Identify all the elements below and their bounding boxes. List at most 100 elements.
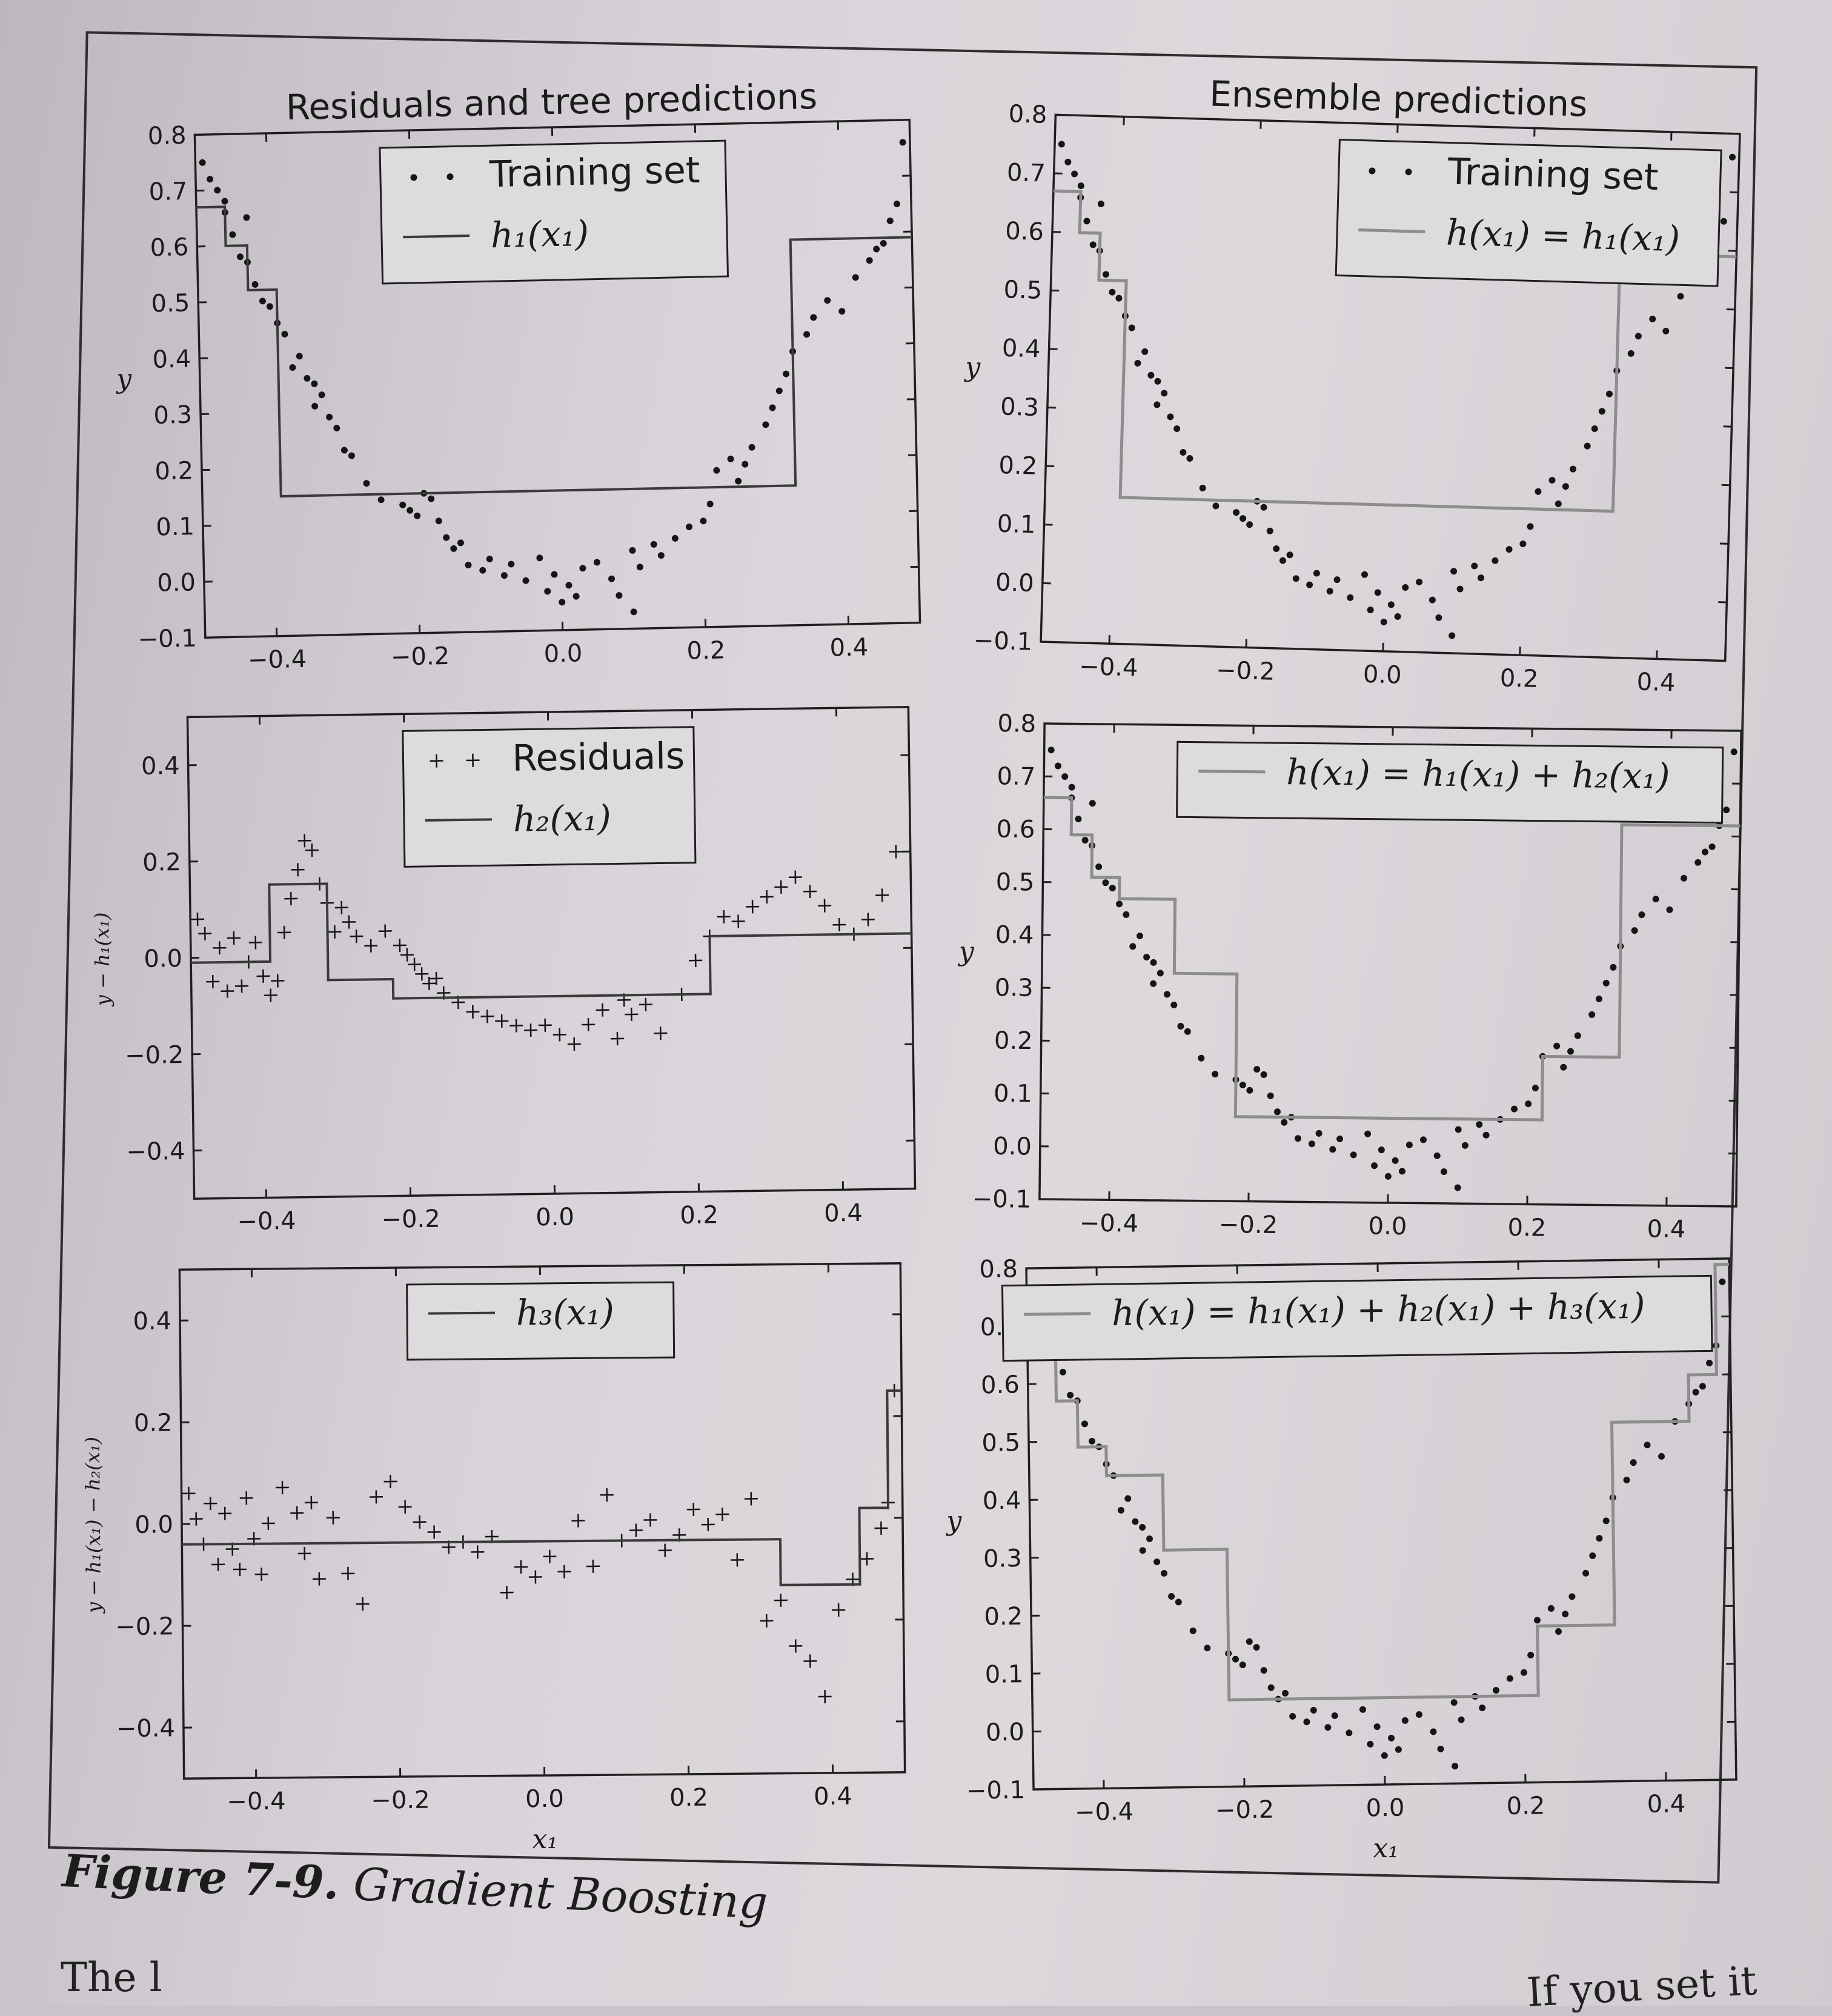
data-point: [1361, 571, 1368, 578]
y-tick-label: 0.8: [1008, 100, 1047, 129]
data-point: [544, 588, 551, 594]
y-axis-label: y: [115, 364, 133, 395]
data-point: [1709, 843, 1716, 850]
data-point: [616, 592, 622, 599]
data-point: [1071, 170, 1078, 177]
data-point: [1582, 1570, 1589, 1577]
data-point: [1367, 607, 1374, 613]
data-point: [1137, 933, 1143, 939]
data-point: [1471, 562, 1478, 569]
residual-point: [586, 1560, 600, 1573]
x-tick-label: −0.4: [237, 1207, 296, 1236]
data-point: [1246, 1638, 1253, 1645]
data-point: [727, 456, 734, 462]
data-point: [1699, 1383, 1706, 1389]
data-point: [1532, 1085, 1539, 1091]
legend-label: Training set: [488, 149, 700, 196]
residual-point: [276, 1481, 289, 1494]
residual-point: [874, 1522, 888, 1535]
data-point: [1233, 509, 1240, 516]
residual-point: [760, 1614, 773, 1628]
data-point: [457, 539, 464, 546]
x-tick-label: −0.4: [1075, 1798, 1134, 1826]
residual-point: [335, 901, 348, 914]
residual-point: [639, 998, 652, 1011]
data-point: [1535, 488, 1541, 495]
data-point: [1329, 1146, 1336, 1153]
y-tick-label: 0.1: [984, 1660, 1023, 1689]
data-point: [1253, 1644, 1260, 1651]
data-point: [1154, 378, 1161, 385]
data-point: [1596, 996, 1602, 1002]
data-point: [1279, 557, 1286, 564]
data-point: [1134, 360, 1141, 367]
y-tick-label: 0.4: [141, 752, 180, 780]
legend-label: h(x₁) = h₁(x₁) + h₂(x₁): [1286, 751, 1670, 797]
residual-point: [413, 1515, 426, 1529]
y-tick-label: −0.1: [138, 625, 197, 654]
data-point: [221, 198, 228, 204]
data-point: [1103, 271, 1109, 278]
data-point: [700, 517, 706, 524]
residual-point: [240, 1491, 253, 1505]
residual-point: [198, 927, 211, 940]
data-point: [1150, 959, 1157, 966]
data-point: [1055, 762, 1061, 769]
data-point: [1628, 350, 1635, 357]
data-point: [536, 554, 543, 561]
data-point: [1527, 523, 1533, 530]
data-point: [399, 502, 406, 508]
data-point: [1449, 632, 1455, 639]
data-point: [1562, 483, 1569, 490]
data-point: [1555, 501, 1562, 507]
x-tick-label: 0.2: [669, 1784, 708, 1812]
y-tick-label: 0.2: [994, 1026, 1033, 1055]
data-point: [1402, 584, 1409, 591]
residual-point: [305, 1496, 318, 1509]
data-point: [1492, 557, 1498, 564]
data-point: [1584, 442, 1590, 449]
y-tick-label: 0.3: [153, 401, 193, 430]
data-point: [1599, 408, 1605, 414]
data-point: [1658, 1453, 1665, 1460]
x-tick-label: −0.4: [1080, 1209, 1139, 1238]
data-point: [1610, 964, 1616, 971]
y-tick-label: 0.4: [982, 1487, 1021, 1515]
residual-point: [328, 925, 341, 939]
residual-point: [687, 1503, 700, 1516]
x-tick-label: 0.2: [680, 1201, 719, 1229]
legend-label: Training set: [1447, 150, 1659, 199]
residual-point: [732, 914, 745, 928]
data-point: [1437, 1746, 1444, 1752]
data-point: [407, 507, 413, 514]
data-point: [1048, 747, 1055, 753]
data-point: [1553, 1043, 1560, 1050]
data-point: [501, 572, 508, 579]
data-point: [838, 308, 845, 314]
data-point: [1388, 1735, 1395, 1742]
y-tick-label: 0.7: [148, 178, 188, 206]
data-point: [1392, 1157, 1399, 1164]
data-point: [1109, 288, 1115, 295]
data-point: [803, 331, 810, 338]
data-point: [1570, 465, 1576, 472]
data-point: [1589, 1552, 1596, 1559]
data-point: [579, 565, 586, 571]
data-point: [1434, 1153, 1441, 1159]
data-point: [852, 274, 859, 281]
x-tick-label: −0.4: [1079, 653, 1138, 682]
y-tick-label: 0.2: [154, 457, 194, 485]
data-point: [341, 447, 348, 453]
residual-point: [271, 974, 284, 987]
data-point: [1694, 859, 1701, 866]
data-point: [1124, 1495, 1131, 1502]
data-point: [414, 513, 420, 519]
data-point: [1719, 1279, 1725, 1285]
residual-point: [213, 941, 226, 954]
y-tick-label: −0.4: [126, 1137, 185, 1166]
chart-title: Residuals and tree predictions: [285, 76, 818, 128]
data-point: [866, 257, 873, 264]
